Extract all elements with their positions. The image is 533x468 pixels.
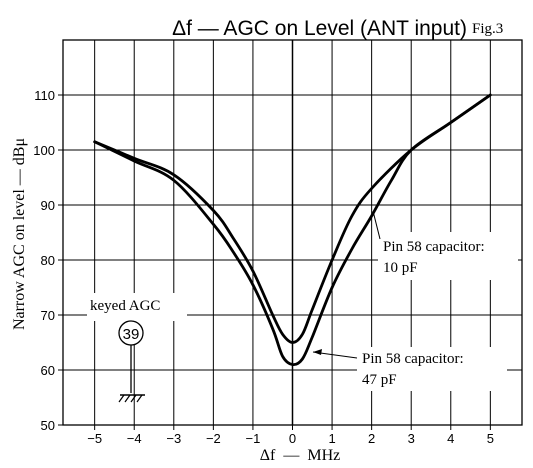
- chart-title: Δf — AGC on Level (ANT input): [172, 17, 467, 40]
- keyed-agc-bg: [87, 293, 187, 321]
- plot-frame: [62, 39, 523, 426]
- x-tick-label: −2: [206, 431, 221, 446]
- y-tick-label: 80: [41, 253, 55, 268]
- leader-10pf: [372, 210, 381, 240]
- series-layer: [93, 93, 492, 366]
- y-tick-label: 50: [41, 418, 55, 433]
- x-tick-label: −3: [166, 431, 181, 446]
- y-tick-label: 70: [41, 308, 55, 323]
- x-tick-label: −4: [127, 431, 142, 446]
- x-tick-label: 2: [368, 431, 375, 446]
- annotation-47pf-line2: 47 pF: [362, 372, 397, 388]
- annotation-10pf-line2: 10 pF: [383, 260, 418, 276]
- y-tick-label: 90: [41, 198, 55, 213]
- annotation-10pf-line1: Pin 58 capacitor:: [383, 239, 485, 255]
- y-tick-label: 110: [34, 88, 55, 103]
- series-line-47pf: [93, 93, 492, 366]
- ground-icon: [118, 394, 145, 403]
- x-tick-label: −5: [87, 431, 102, 446]
- x-tick-label: −1: [246, 431, 261, 446]
- annotation-47pf-line1: Pin 58 capacitor:: [362, 351, 464, 367]
- y-axis-title: Narrow AGC on level — dBμ: [11, 138, 28, 330]
- annotation-47pf-bg: [357, 347, 507, 391]
- x-tick-label: 5: [487, 431, 494, 446]
- series-line-10pf: [93, 93, 492, 344]
- pin-number: 39: [123, 326, 140, 343]
- annotation-10pf-bg: [378, 232, 518, 280]
- tick-labels: −5 −4 −3 −2 −1 0 1 2 3 4 5 50 60 70 80 90 100 110: [33, 88, 494, 446]
- x-tick-label: 3: [408, 431, 415, 446]
- y-tick-label: 60: [41, 363, 55, 378]
- y-tick-label: 100: [33, 143, 55, 158]
- leader-47pf-arrow: [313, 349, 322, 355]
- x-tick-label: 0: [289, 431, 296, 446]
- keyed-agc-label: keyed AGC: [90, 298, 160, 314]
- annotation-layer: Pin 58 capacitor: 10 pF Pin 58 capacitor…: [87, 210, 518, 403]
- figure-label: Fig.3: [472, 21, 503, 37]
- x-tick-label: 1: [328, 431, 335, 446]
- x-axis-title: Δf — MHz: [260, 447, 341, 464]
- x-tick-label: 4: [447, 431, 454, 446]
